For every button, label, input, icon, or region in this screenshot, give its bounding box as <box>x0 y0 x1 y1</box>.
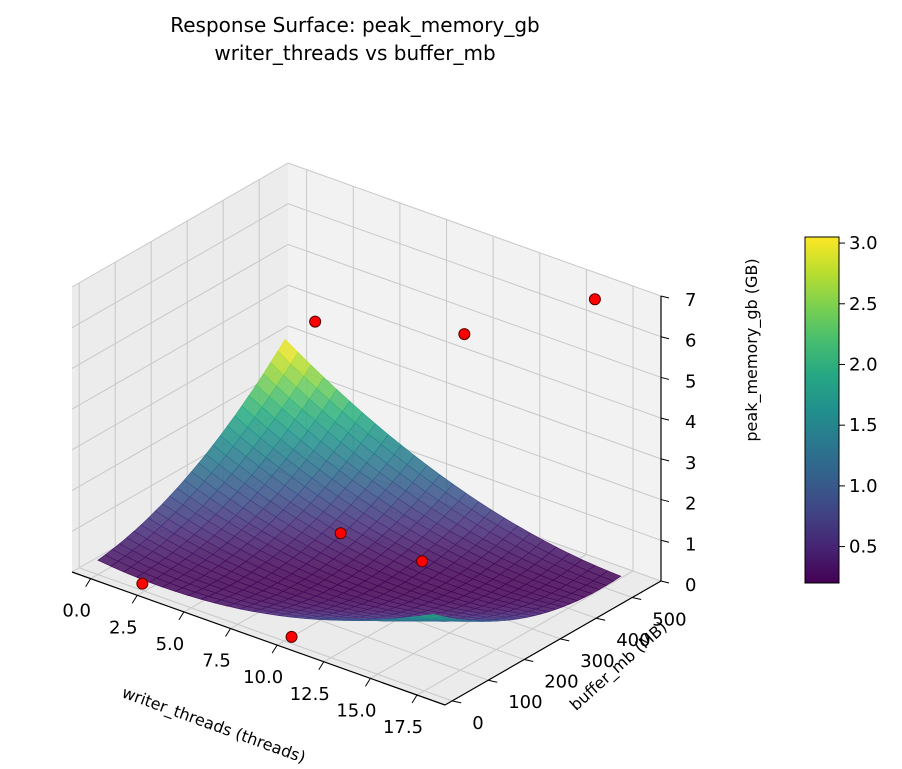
z-grid-line <box>71 325 289 451</box>
x-tick-label: 17.5 <box>383 717 423 738</box>
tick-mark <box>560 638 570 642</box>
x-tick-label: 2.5 <box>109 617 138 638</box>
surface-patch <box>420 613 441 618</box>
y-tick-label: 400 <box>616 630 650 651</box>
tick-mark <box>660 336 670 340</box>
y-tick-label: 500 <box>652 610 686 631</box>
z-grid-line <box>71 284 289 410</box>
tick-mark <box>660 499 670 503</box>
colorbar-gradient <box>804 236 840 584</box>
colorbar-tick-label: 1.0 <box>849 476 878 497</box>
z-grid-line <box>287 366 662 501</box>
x-tick-label: 7.5 <box>202 651 231 672</box>
y-tick-label: 100 <box>508 692 542 713</box>
x-tick-label: 12.5 <box>290 684 330 705</box>
z-grid-line <box>71 203 289 329</box>
z-grid-line <box>287 284 662 419</box>
tick-mark <box>364 678 371 687</box>
colorbar-tick-label: 2.5 <box>849 294 878 315</box>
observed-point <box>458 328 471 341</box>
tick-mark <box>318 661 325 671</box>
observed-point <box>309 315 322 328</box>
tick-mark <box>660 295 670 299</box>
chart-subtitle: writer_threads vs buffer_mb <box>214 41 495 65</box>
observed-point <box>285 630 298 643</box>
chart-title: Response Surface: peak_memory_gb <box>170 13 540 37</box>
tick-mark <box>632 597 642 601</box>
z-tick-label: 5 <box>685 371 696 392</box>
colorbar-tick-label: 2.0 <box>849 354 878 375</box>
tick-mark <box>660 417 670 421</box>
tick-mark <box>660 580 670 584</box>
y-axis-line <box>444 580 662 706</box>
z-tick-label: 0 <box>685 575 696 596</box>
z-grid-line <box>71 243 289 369</box>
z-tick-label: 3 <box>685 453 696 474</box>
y-tick-label: 0 <box>472 713 483 734</box>
x-axis-label: writer_threads (threads) <box>119 683 308 768</box>
colorbar-tick-label: 1.5 <box>849 415 878 436</box>
axis-lines <box>71 296 662 706</box>
observed-point <box>334 527 347 540</box>
z-grid-line <box>71 162 289 288</box>
observed-point <box>416 555 429 568</box>
colorbar-tick-label: 3.0 <box>849 233 878 254</box>
colorbar-tick-label: 0.5 <box>849 537 878 558</box>
colorbar: 0.5 1.0 1.5 2.0 2.5 3.0 <box>804 233 878 584</box>
z-axis-label: peak_memory_gb (GB) <box>742 258 762 441</box>
x-grid-line <box>416 570 634 696</box>
x-tick-label: 5.0 <box>156 634 185 655</box>
tick-labels: 0.02.55.07.510.012.515.017.5 010020030040… <box>62 290 696 738</box>
y-grid-line <box>79 567 453 702</box>
tick-mark <box>452 700 462 704</box>
tick-mark <box>660 539 670 543</box>
tick-mark <box>85 578 92 587</box>
x-tick-label: 0.0 <box>62 601 91 622</box>
z-grid-line <box>287 203 662 338</box>
z-tick-label: 6 <box>685 331 696 352</box>
tick-mark <box>596 617 606 621</box>
x-axis-line <box>71 571 446 706</box>
response-surface <box>97 338 622 622</box>
tick-mark <box>660 458 670 462</box>
z-tick-label: 4 <box>685 412 696 433</box>
y-tick-label: 300 <box>580 651 614 672</box>
z-grid-line <box>71 366 289 492</box>
tick-mark <box>271 644 278 654</box>
z-grid-line <box>287 325 662 460</box>
z-tick-label: 1 <box>685 534 696 555</box>
tick-mark <box>488 679 498 683</box>
tick-mark <box>178 611 185 621</box>
tick-mark <box>131 595 138 604</box>
tick-mark <box>225 628 231 637</box>
y-tick-label: 200 <box>544 672 578 693</box>
observed-points <box>136 293 601 643</box>
z-grid-line <box>287 162 662 297</box>
observed-point <box>136 577 149 590</box>
z-grid-line <box>287 243 662 378</box>
observed-point <box>588 293 601 306</box>
tick-mark <box>524 659 534 663</box>
z-tick-label: 2 <box>685 494 696 515</box>
z-tick-label: 7 <box>685 290 696 311</box>
x-tick-label: 10.0 <box>243 667 283 688</box>
tick-mark <box>660 376 670 380</box>
tick-mark <box>411 694 418 704</box>
x-tick-label: 15.0 <box>336 700 376 721</box>
